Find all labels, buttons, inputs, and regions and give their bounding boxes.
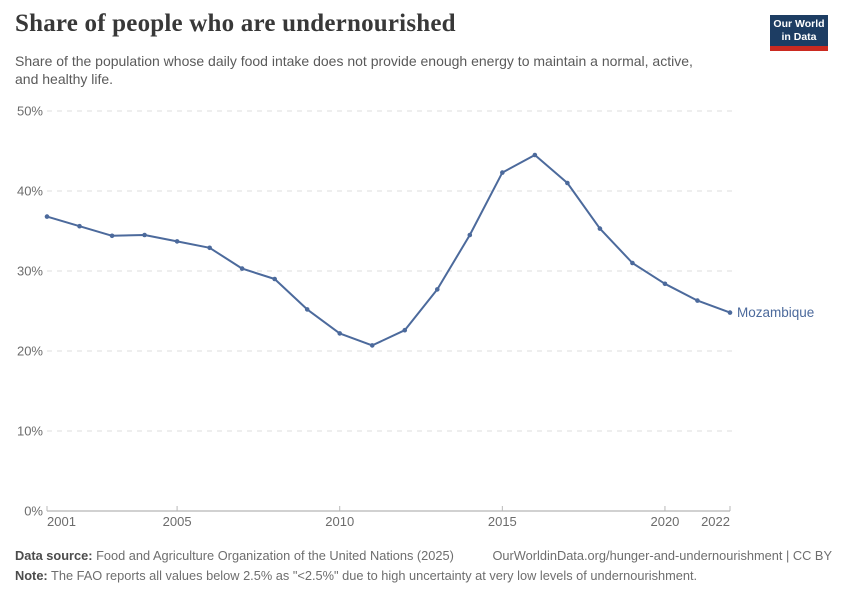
data-point[interactable] [565,180,570,186]
data-point[interactable] [402,327,408,333]
x-tick-label: 2005 [163,514,192,529]
series-line [46,154,731,347]
data-point[interactable] [142,232,147,238]
canonical-url[interactable]: OurWorldinData.org/hunger-and-undernouri… [492,548,832,563]
data-point[interactable] [500,170,505,175]
data-point[interactable] [369,343,375,348]
chart-subtitle: Share of the population whose daily food… [15,52,755,88]
line-chart: 0% 10% 20% 30% 40% 50% 2001 2005 2010 2015 2020 202… [17,104,814,530]
note-label: Note: [15,568,48,583]
y-tick-label: 0% [24,504,43,519]
data-point[interactable] [532,152,538,158]
x-tick-label: 2001 [47,514,76,529]
data-point[interactable] [597,226,603,231]
y-tick-label: 40% [17,184,43,199]
data-point[interactable] [337,331,343,336]
data-source-value: Food and Agriculture Organization of the… [92,548,454,563]
data-point[interactable] [727,310,733,315]
y-tick-label: 10% [17,424,43,439]
data-point[interactable] [695,298,700,303]
entity-label[interactable]: Mozambique [737,305,814,320]
data-point[interactable] [207,245,212,251]
data-point[interactable] [272,276,277,282]
y-tick-label: 30% [17,264,43,279]
chart-subtitle-line1: Share of the population whose daily food… [15,53,693,69]
x-tick-label: 2010 [325,514,354,529]
data-point[interactable] [662,281,668,287]
owid-logo-line1: Our World [773,18,825,30]
y-tick-label: 20% [17,344,43,359]
data-point[interactable] [77,223,82,229]
data-source-label: Data source: [15,548,93,563]
y-tick-label: 50% [17,104,43,119]
x-tick-label: 2020 [650,514,679,529]
chart-subtitle-line2: and healthy life. [15,71,114,87]
data-point[interactable] [467,232,473,238]
owid-logo[interactable]: Our World in Data [770,15,828,51]
page-title: Share of people who are undernourished [15,10,456,37]
owid-logo-accent-bar [770,46,828,51]
data-source-line: Data source: Food and Agriculture Organi… [15,546,454,566]
owid-logo-text: Our World in Data [770,15,828,46]
data-point[interactable] [174,239,180,244]
data-point[interactable] [44,214,50,219]
chart-footer: Data source: Food and Agriculture Organi… [15,546,832,586]
note-value: The FAO reports all values below 2.5% as… [47,568,698,583]
data-point[interactable] [304,307,310,312]
data-point[interactable] [434,287,440,292]
data-point[interactable] [630,260,635,266]
data-point[interactable] [109,233,115,239]
x-tick-label: 2022 [701,514,730,529]
data-point[interactable] [239,266,245,271]
note-line: Note: The FAO reports all values below 2… [15,566,832,586]
owid-logo-line2: in Data [781,30,817,43]
x-tick-label: 2015 [488,514,517,529]
